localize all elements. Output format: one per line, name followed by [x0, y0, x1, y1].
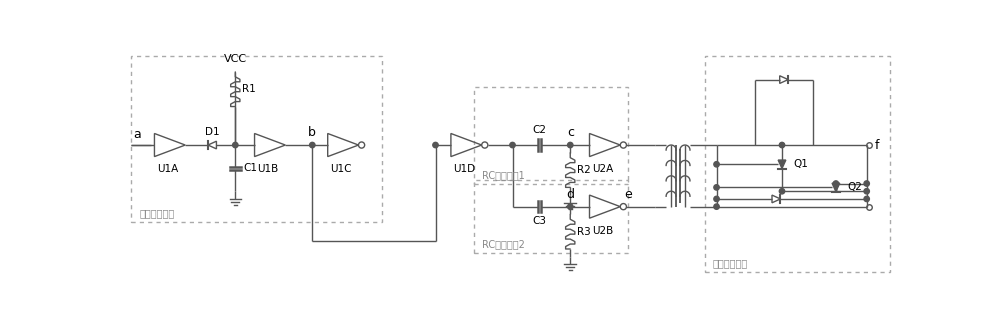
Text: 陡边输出电路: 陡边输出电路 — [713, 258, 748, 268]
Text: U1D: U1D — [453, 164, 475, 174]
Text: e: e — [624, 188, 632, 201]
Circle shape — [233, 142, 238, 148]
Text: U1B: U1B — [257, 164, 279, 174]
Text: R3: R3 — [577, 227, 591, 237]
Polygon shape — [832, 183, 840, 192]
Polygon shape — [778, 160, 786, 169]
Text: c: c — [567, 126, 574, 139]
Text: D1: D1 — [205, 127, 220, 137]
Text: C1: C1 — [243, 163, 257, 173]
Text: U2A: U2A — [592, 164, 614, 174]
Circle shape — [714, 196, 719, 202]
Text: RC微分电路2: RC微分电路2 — [482, 239, 525, 249]
Text: R2: R2 — [577, 165, 591, 175]
Circle shape — [833, 181, 839, 186]
Circle shape — [864, 188, 869, 194]
Text: Q1: Q1 — [794, 159, 808, 169]
Circle shape — [864, 196, 869, 202]
Circle shape — [779, 142, 785, 148]
Circle shape — [510, 142, 515, 148]
Text: U2B: U2B — [592, 226, 614, 236]
Circle shape — [310, 142, 315, 148]
Text: RC微分电路1: RC微分电路1 — [482, 170, 524, 180]
Text: VCC: VCC — [224, 54, 247, 64]
Text: C2: C2 — [532, 125, 546, 135]
Text: C3: C3 — [532, 216, 546, 226]
Circle shape — [433, 142, 438, 148]
Text: R1: R1 — [242, 84, 256, 94]
Circle shape — [714, 162, 719, 167]
Text: U1A: U1A — [157, 164, 179, 174]
Circle shape — [864, 181, 869, 186]
Circle shape — [714, 185, 719, 190]
Circle shape — [568, 142, 573, 148]
Text: f: f — [874, 138, 879, 152]
Circle shape — [568, 204, 573, 209]
Text: d: d — [566, 188, 574, 201]
Circle shape — [714, 204, 719, 209]
Text: Q2: Q2 — [847, 182, 862, 193]
Text: 脉宽拓展电路: 脉宽拓展电路 — [139, 208, 174, 218]
Text: b: b — [308, 126, 316, 139]
Text: a: a — [133, 128, 141, 141]
Text: U1C: U1C — [330, 164, 352, 174]
Circle shape — [779, 188, 785, 194]
